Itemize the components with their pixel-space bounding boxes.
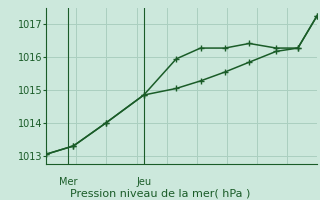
- Text: Jeu: Jeu: [136, 177, 151, 187]
- Text: Mer: Mer: [59, 177, 77, 187]
- Text: Pression niveau de la mer( hPa ): Pression niveau de la mer( hPa ): [70, 188, 250, 198]
